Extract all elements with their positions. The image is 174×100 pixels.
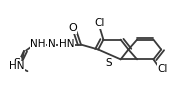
Text: HN: HN — [58, 39, 74, 49]
Text: S: S — [13, 58, 20, 68]
Text: NH: NH — [30, 39, 46, 49]
Text: O: O — [68, 23, 77, 33]
Text: HN: HN — [9, 61, 25, 71]
Text: Cl: Cl — [158, 64, 168, 74]
Text: Cl: Cl — [94, 18, 104, 28]
Text: S: S — [105, 58, 112, 68]
Text: N: N — [48, 39, 56, 49]
